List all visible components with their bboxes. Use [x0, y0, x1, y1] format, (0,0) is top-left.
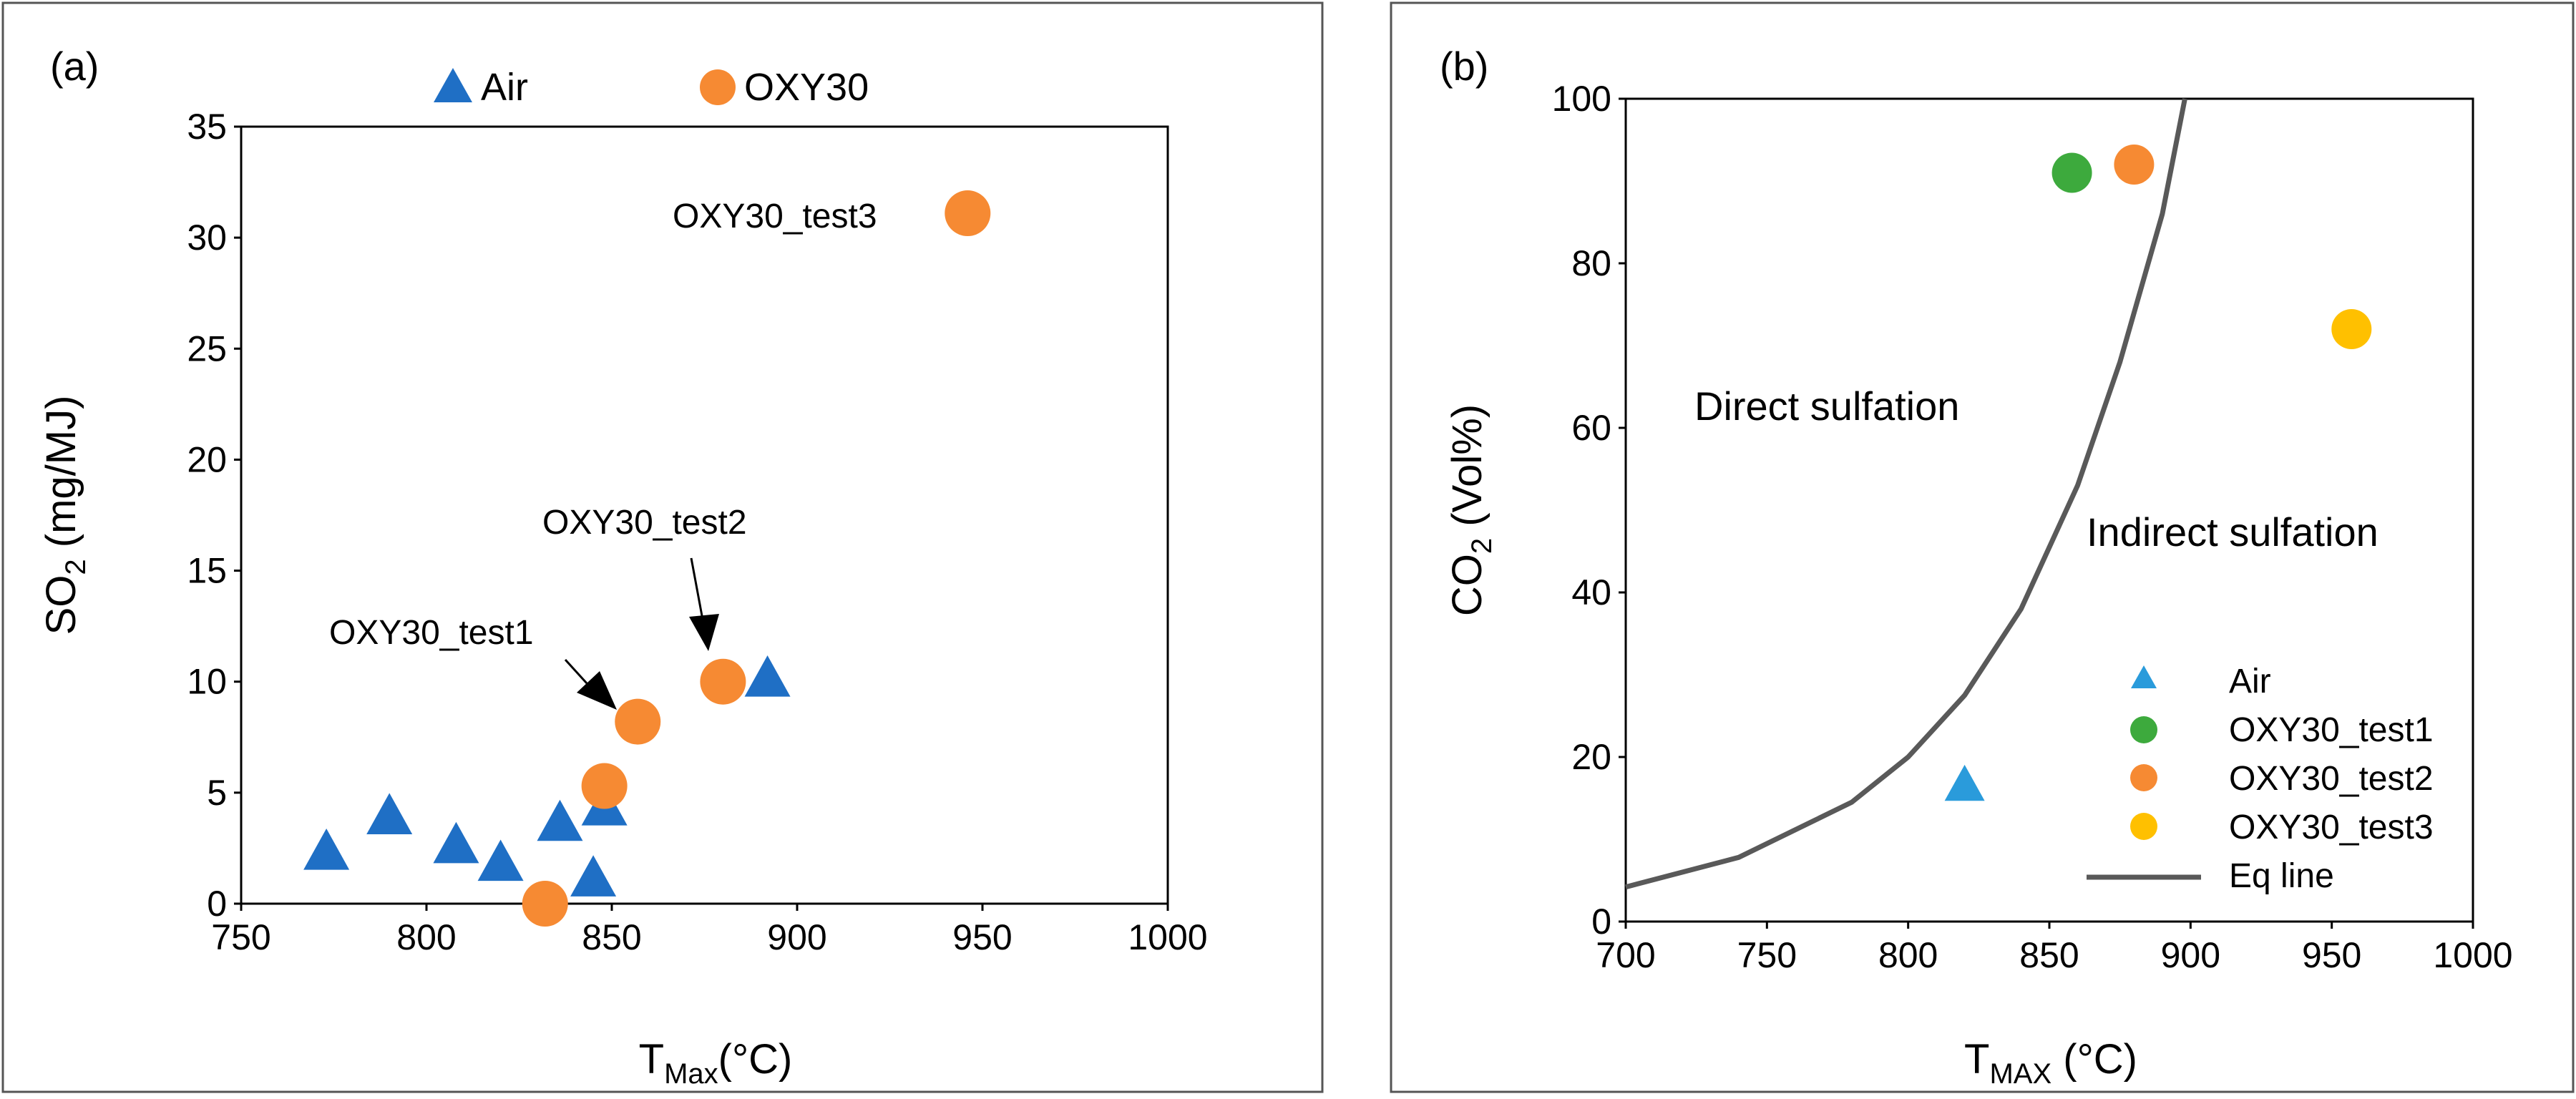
legend-b-air-label: Air: [2229, 663, 2271, 700]
legend-oxy30-marker: [700, 69, 736, 105]
panel-a-frame: [1, 1, 1324, 1093]
panel-a-air-point: [366, 793, 413, 834]
panel-b-y-tick-label: 40: [1571, 572, 1611, 612]
annotation-oxy30-test1: OXY30_test1: [329, 614, 534, 652]
panel-b-eq-line-curve: [1625, 98, 2187, 890]
legend-b-eqline-label: Eq line: [2229, 857, 2334, 895]
panel-b-y-axis-title: CO2 (Vol%): [1444, 404, 1498, 616]
legend-b-test1-marker: [2130, 716, 2157, 743]
panel-b-x-tick-label: 1000: [2433, 935, 2512, 975]
panel-a-oxy30-point: [581, 763, 628, 809]
panel-b-label: (b): [1440, 44, 1488, 89]
panel-a-air-point: [433, 821, 479, 864]
panel-a-air-point: [303, 829, 350, 870]
legend-b-test2-label: OXY30_test2: [2229, 760, 2434, 798]
region-direct-sulfation: Direct sulfation: [1694, 384, 1959, 429]
panel-a-x-tick-label: 850: [582, 917, 641, 957]
panel-b-y-tick-label: 80: [1571, 243, 1611, 283]
panel-b-y-tick-label: 0: [1591, 902, 1611, 942]
arrow-test1-shaft: [564, 658, 588, 685]
panel-a-label: (a): [50, 44, 99, 89]
annotation-oxy30-test3: OXY30_test3: [673, 197, 877, 235]
region-indirect-sulfation: Indirect sulfation: [2087, 509, 2379, 555]
panel-a-y-tick-label: 20: [187, 439, 227, 479]
panel-a-x-tick-label: 800: [396, 917, 456, 957]
panel-a-y-axis-title: SO2 (mg/MJ): [38, 396, 92, 635]
arrow-test2-shaft: [690, 557, 704, 620]
panel-a-oxy30-point: [615, 698, 661, 745]
panel-a-legend: Air OXY30: [434, 66, 869, 109]
panel-b-x-tick-label: 750: [1737, 935, 1797, 975]
legend-b-test2-marker: [2130, 764, 2157, 791]
panel-a-y-tick-label: 5: [207, 773, 227, 813]
legend-air-label: Air: [481, 66, 528, 109]
arrow-test2-head: [689, 614, 719, 651]
legend-b-test1-label: OXY30_test1: [2229, 711, 2434, 749]
panel-a-y-tick-label: 30: [187, 218, 227, 258]
arrow-test1-head: [577, 671, 617, 710]
panel-a-x-tick-label: 1000: [1128, 917, 1207, 957]
panel-a-x-tick-label: 900: [767, 917, 826, 957]
panel-b-x-tick-label: 900: [2161, 935, 2220, 975]
panel-b-x-axis-title: TMAX (°C): [1964, 1036, 2137, 1090]
panel-b-x-tick-label: 700: [1596, 935, 1655, 975]
panel-b-air-point: [1944, 764, 1985, 801]
panel-b-x-tick-label: 950: [2302, 935, 2361, 975]
annotation-oxy30-test2: OXY30_test2: [542, 504, 747, 542]
panel-b-y-tick-label: 20: [1571, 737, 1611, 777]
panel-b-legend: Air OXY30_test1 OXY30_test2 OXY30_test3 …: [2087, 663, 2434, 895]
panel-a-y-tick-label: 10: [187, 662, 227, 702]
panel-a-y-tick-label: 15: [187, 551, 227, 591]
panel-b-y-tick-label: 60: [1571, 408, 1611, 448]
panel-a-air-point: [570, 855, 617, 897]
legend-b-test3-label: OXY30_test3: [2229, 809, 2434, 846]
legend-b-air-marker: [2131, 665, 2157, 688]
panel-b-oxy30-test3-point: [2331, 309, 2372, 349]
legend-oxy30-label: OXY30: [744, 66, 869, 109]
panel-a-y-tick-label: 35: [187, 107, 227, 147]
panel-a-air-point: [477, 839, 524, 881]
panel-a-oxy30-point: [522, 881, 568, 927]
panel-a-plot-area: [240, 125, 1169, 905]
legend-air-marker: [434, 68, 472, 102]
panel-a-air-point: [537, 799, 583, 841]
panel-a-y-tick-label: 0: [207, 884, 227, 924]
panel-a-oxy30-point: [700, 658, 746, 705]
panel-a-y-tick-label: 25: [187, 328, 227, 368]
panel-b-oxy30-test2-point: [2114, 145, 2155, 185]
legend-b-test3-marker: [2130, 813, 2157, 840]
panel-b-oxy30-test1-point: [2051, 152, 2092, 193]
panel-a-air-point: [744, 655, 791, 697]
panel-b-y-tick-label: 100: [1552, 79, 1611, 119]
panel-a-x-tick-label: 750: [211, 917, 270, 957]
panel-b-x-tick-label: 800: [1878, 935, 1938, 975]
panel-a-oxy30-point: [945, 190, 991, 237]
panel-a-x-tick-label: 950: [952, 917, 1012, 957]
panel-a-x-axis-title: TMax(°C): [639, 1036, 793, 1090]
panel-b-frame: [1390, 1, 2575, 1093]
panel-b-x-tick-label: 850: [2019, 935, 2079, 975]
